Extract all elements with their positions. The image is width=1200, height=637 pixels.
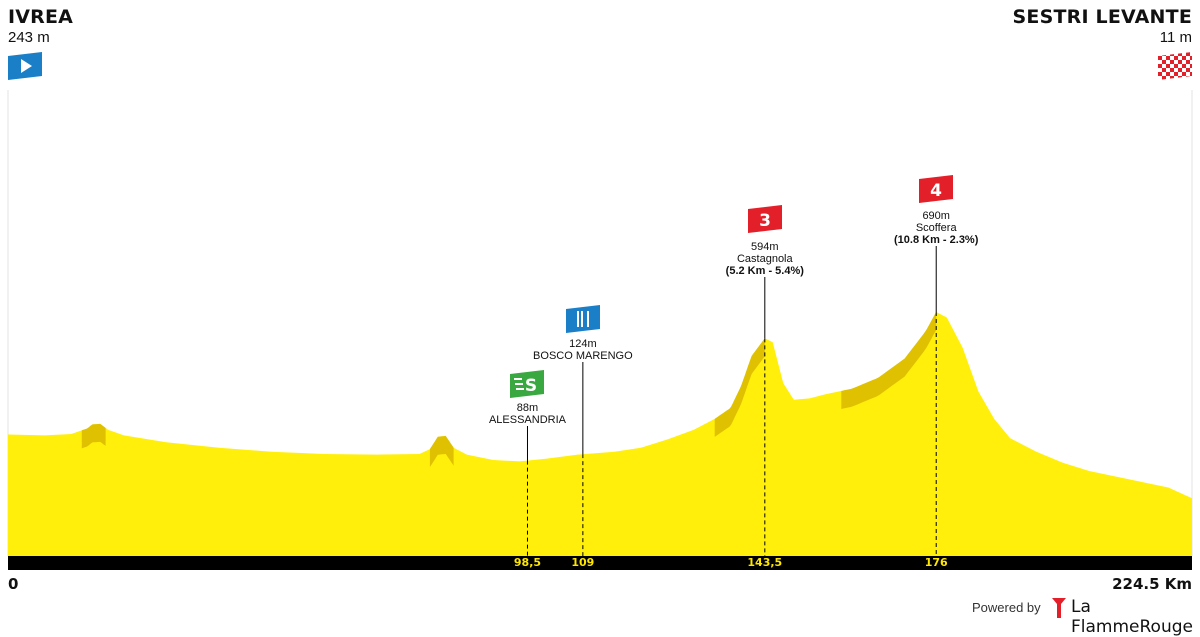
powered-by-text: Powered by	[972, 600, 1041, 615]
feed-zone-fork-knife-icon	[565, 305, 600, 333]
svg-text:3: 3	[759, 211, 771, 231]
marker-label-sprint: 88m ALESSANDRIA	[447, 402, 607, 426]
marker-altitude: 594m	[751, 241, 779, 253]
km-tick-label: 176	[924, 556, 948, 569]
marker-place: BOSCO MARENGO	[533, 350, 633, 362]
marker-label-feed: 124m BOSCO MARENGO	[503, 338, 663, 362]
sprint-s-icon: S	[510, 370, 545, 398]
finish-altitude: 11 m	[1159, 29, 1192, 46]
climb-shading-2	[429, 435, 454, 468]
svg-text:S: S	[525, 376, 537, 396]
marker-place: ALESSANDRIA	[488, 414, 566, 426]
axis-end-label: 224.5 Km	[1112, 575, 1192, 593]
marker-place: Scoffera	[915, 222, 957, 234]
marker-place: Castagnola	[736, 253, 793, 265]
finish-checkered-flag-icon	[1158, 52, 1192, 80]
marker-climb-detail: (5.2 Km - 5.4%)	[725, 265, 804, 277]
brand-name: La FlammeRouge	[1071, 597, 1193, 637]
climb-shading-1	[81, 423, 106, 449]
km-tick-label: 109	[571, 556, 595, 569]
start-city: IVREA	[8, 6, 74, 28]
km-tick-label: 98,5	[513, 556, 542, 569]
marker-altitude: 88m	[516, 402, 539, 414]
km-tick-label: 143,5	[747, 556, 783, 569]
marker-altitude: 690m	[922, 210, 950, 222]
distance-bar	[8, 556, 1192, 570]
start-play-icon	[8, 52, 42, 80]
climb-category-icon: 4	[919, 175, 954, 203]
svg-text:4: 4	[930, 181, 942, 201]
marker-altitude: 124m	[569, 338, 597, 350]
marker-label-climb3: 594m Castagnola (5.2 Km - 5.4%)	[685, 241, 845, 277]
climb-shading-4	[841, 312, 937, 409]
flamme-rouge-logo-icon	[1052, 598, 1066, 618]
start-altitude: 243 m	[8, 29, 50, 46]
climb-category-icon: 3	[747, 205, 782, 233]
axis-start-label: 0	[8, 575, 19, 593]
marker-label-climb4: 690m Scoffera (10.8 Km - 2.3%)	[856, 210, 1016, 246]
climb-shading-3	[714, 338, 765, 437]
marker-climb-detail: (10.8 Km - 2.3%)	[894, 234, 979, 246]
finish-city: SESTRI LEVANTE	[1012, 6, 1192, 28]
